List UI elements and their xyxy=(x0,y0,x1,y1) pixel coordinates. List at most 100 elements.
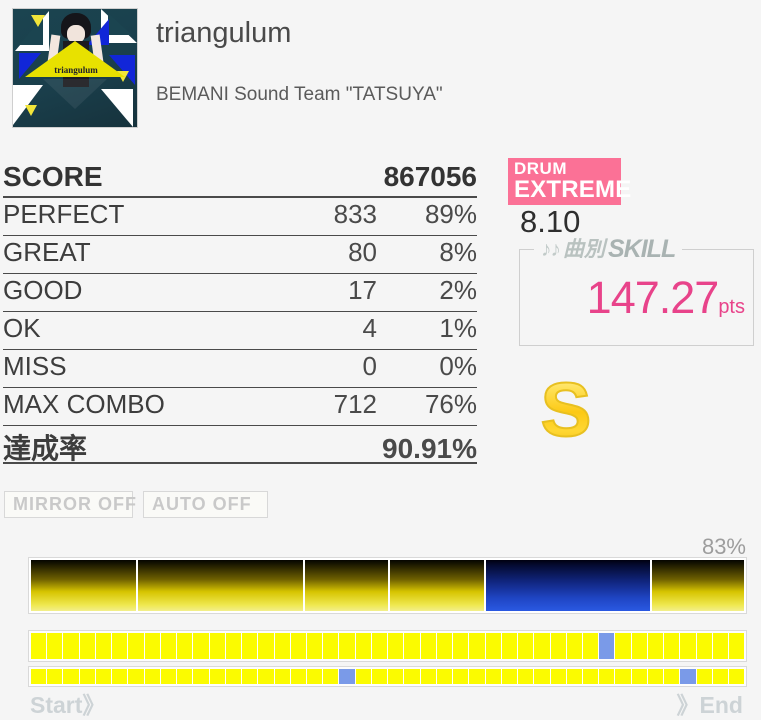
note-bar-cell xyxy=(177,669,193,684)
note-bar-cell xyxy=(469,633,485,659)
judgement-percent: 0% xyxy=(439,351,477,381)
note-bar-cell xyxy=(696,633,712,659)
note-bar-cell xyxy=(631,669,647,684)
note-bar-cell xyxy=(242,633,258,659)
mirror-toggle[interactable]: MIRROR OFF xyxy=(4,491,136,518)
note-bar-cell xyxy=(144,633,160,659)
note-bar-cell xyxy=(631,633,647,659)
note-bar-cell xyxy=(274,633,290,659)
table-row: GOOD 17 2% xyxy=(3,274,477,312)
judgement-percent: 2% xyxy=(439,275,477,305)
note-bar-cell xyxy=(534,669,550,684)
note-bar-cell xyxy=(95,669,112,684)
album-art-shard xyxy=(43,79,107,109)
note-bar-cell xyxy=(453,633,469,659)
gauge-segment xyxy=(389,560,485,611)
song-artist: BEMANI Sound Team "TATSUYA" xyxy=(156,83,443,105)
note-bar-cell xyxy=(258,633,274,659)
gauge-segment xyxy=(138,560,304,611)
note-bar-cell xyxy=(355,633,371,659)
svg-text:S: S xyxy=(541,370,592,450)
judgement-percent: 8% xyxy=(439,237,477,267)
note-bar-cell xyxy=(436,633,453,659)
note-bar-cell xyxy=(664,633,680,659)
note-bar-cell xyxy=(615,633,631,659)
note-bar-cell xyxy=(436,669,453,684)
note-bar-cell xyxy=(306,633,323,659)
skill-caption: ♪♪ 曲別 SKILL xyxy=(534,234,683,264)
skill-unit: pts xyxy=(718,296,745,318)
note-bar-cell xyxy=(79,669,95,684)
note-bar-cell xyxy=(225,669,242,684)
score-table: SCORE 867056 PERFECT 833 89% GREAT 80 8%… xyxy=(3,160,477,464)
skill-caption-jp: 曲別 xyxy=(563,237,605,261)
note-bar-cell xyxy=(225,633,242,659)
note-bar-cell xyxy=(258,669,274,684)
difficulty-name: EXTREME xyxy=(514,176,632,203)
rank-letter-icon: S xyxy=(540,367,593,454)
note-bar-cell xyxy=(63,633,79,659)
gauge-percent-label: 83% xyxy=(701,534,746,559)
note-bar-cell xyxy=(647,633,664,659)
judgement-percent: 76% xyxy=(424,389,477,419)
table-row: GREAT 80 8% xyxy=(3,236,477,274)
note-bar-cell xyxy=(518,633,534,659)
note-bar-cell xyxy=(209,633,225,659)
note-bar-cell xyxy=(371,633,388,659)
note-bar-cell xyxy=(420,669,436,684)
album-art-character-face xyxy=(67,25,85,43)
achievement-row: 達成率 90.91% xyxy=(3,426,477,464)
difficulty-instrument: DRUM xyxy=(514,159,567,178)
note-bar-cell xyxy=(712,633,729,659)
life-gauge xyxy=(28,557,747,614)
music-note-icon: ♪♪ xyxy=(541,237,561,261)
album-art-shard xyxy=(25,105,37,116)
note-bar-cell xyxy=(615,669,631,684)
judgement-count: 712 xyxy=(333,389,377,419)
timeline-end-label: 》End xyxy=(676,692,743,718)
judgement-label: GREAT xyxy=(3,237,91,267)
note-bar-cell xyxy=(290,669,306,684)
note-bar-cell xyxy=(696,669,712,684)
note-bar-cell xyxy=(582,669,599,684)
table-row: MAX COMBO 712 76% xyxy=(3,388,477,426)
note-bar-cell xyxy=(566,669,582,684)
note-bar-cell xyxy=(144,669,160,684)
album-art-title-text: triangulum xyxy=(54,65,98,75)
judgement-label: PERFECT xyxy=(3,199,125,229)
judgement-count: 17 xyxy=(348,275,377,305)
note-bar-cell xyxy=(729,633,745,659)
note-bar-cell xyxy=(404,669,420,684)
note-bar-cell xyxy=(63,669,79,684)
play-options: MIRROR OFF AUTO OFF xyxy=(4,491,268,518)
note-bar-cell xyxy=(177,633,193,659)
skill-value-wrap: 147.27pts xyxy=(520,272,745,324)
judgement-label: GOOD xyxy=(3,275,83,305)
note-bar-cell xyxy=(128,633,144,659)
note-bar-cell xyxy=(47,633,63,659)
album-art-triangle xyxy=(25,41,125,77)
note-bar-cell xyxy=(371,669,388,684)
auto-toggle[interactable]: AUTO OFF xyxy=(143,491,268,518)
table-row: PERFECT 833 89% xyxy=(3,198,477,236)
gauge-segment xyxy=(651,560,745,611)
note-bar-cell xyxy=(193,633,209,659)
note-bar-cell xyxy=(582,633,599,659)
song-meta: triangulum BEMANI Sound Team "TATSUYA" xyxy=(138,8,443,106)
note-bar-row-2 xyxy=(28,666,747,687)
note-bar-cell xyxy=(193,669,209,684)
timeline-start-label: Start》 xyxy=(30,692,106,718)
note-bar-cell xyxy=(420,633,436,659)
skill-value: 147.27 xyxy=(586,272,720,323)
skill-caption-en: SKILL xyxy=(608,234,676,263)
note-bar-cell xyxy=(274,669,290,684)
note-bar-cell xyxy=(339,633,355,659)
difficulty-badge: DRUM EXTREME xyxy=(508,158,632,205)
achievement-label: 達成率 xyxy=(3,433,88,464)
note-bar-cell xyxy=(290,633,306,659)
song-title: triangulum xyxy=(156,17,292,49)
note-bar-cell xyxy=(306,669,323,684)
note-bar-cell xyxy=(112,669,128,684)
album-art-shard xyxy=(108,13,132,35)
note-bar-cell xyxy=(599,669,615,684)
